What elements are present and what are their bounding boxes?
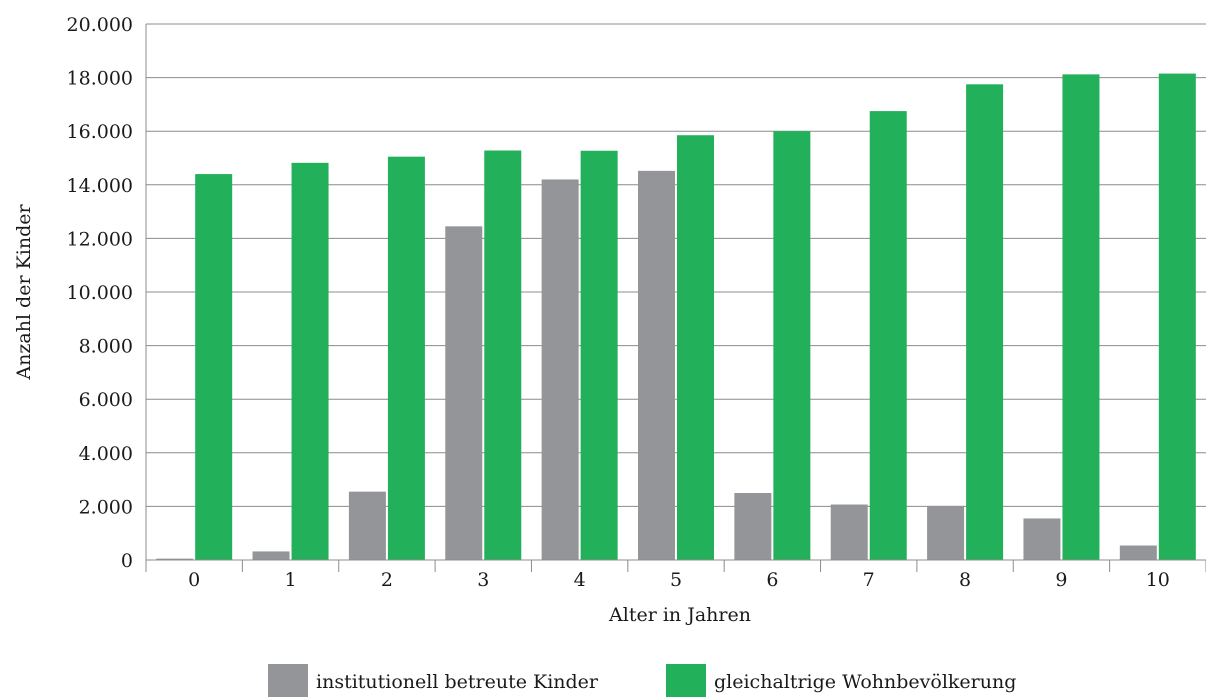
bar-wohnbevoelkerung (291, 162, 329, 560)
y-tick-labels: 0 2.000 4.000 6.000 8.000 10.000 12.000 14.000 1… (67, 14, 133, 572)
bar-wohnbevoelkerung (1158, 73, 1196, 560)
legend-swatch-wohnbevoelkerung (666, 664, 706, 697)
y-tick-label: 6.000 (79, 389, 133, 411)
bar-wohnbevoelkerung (1062, 74, 1100, 560)
bar-wohnbevoelkerung (195, 174, 233, 560)
bar-wohnbevoelkerung (677, 135, 714, 560)
bar-institutionell (1023, 518, 1061, 560)
x-tick-label: 6 (766, 569, 778, 591)
y-tick-label: 0 (121, 550, 133, 572)
y-tick-label: 2.000 (79, 496, 133, 518)
y-tick-label: 8.000 (79, 336, 133, 358)
bar-wohnbevoelkerung (869, 111, 907, 560)
legend: institutionell betreute Kinder gleichalt… (268, 664, 1016, 697)
legend-swatch-institutionell (268, 664, 308, 697)
x-tick-label: 10 (1146, 569, 1170, 591)
bar-institutionell (252, 551, 290, 560)
y-axis-title: Anzahl der Kinder (13, 204, 35, 381)
legend-label-institutionell: institutionell betreute Kinder (316, 671, 599, 693)
bar-institutionell (445, 226, 483, 560)
x-tick-label: 4 (574, 569, 586, 591)
x-tick-labels: 0 1 2 3 4 5 6 7 8 9 10 (188, 569, 1170, 591)
y-tick-label: 12.000 (67, 228, 133, 250)
x-tick-label: 9 (1055, 569, 1067, 591)
bar-institutionell (541, 179, 579, 560)
x-tick-label: 5 (670, 569, 682, 591)
y-tick-label: 18.000 (67, 68, 133, 90)
x-tick-label: 3 (477, 569, 489, 591)
bar-wohnbevoelkerung (387, 156, 425, 560)
bars (156, 73, 1196, 561)
bar-institutionell (348, 491, 386, 560)
bar-institutionell (830, 504, 868, 560)
bar-institutionell (1119, 545, 1157, 560)
legend-label-wohnbevoelkerung: gleichaltrige Wohnbevölkerung (714, 671, 1016, 693)
bar-wohnbevoelkerung (580, 150, 618, 560)
bar-institutionell (638, 170, 675, 560)
y-tick-label: 20.000 (67, 14, 133, 36)
y-tick-label: 4.000 (79, 443, 133, 465)
bar-institutionell (734, 493, 772, 560)
x-tick-label: 8 (959, 569, 971, 591)
axes (145, 24, 1206, 572)
y-tick-label: 14.000 (67, 175, 133, 197)
y-tick-label: 10.000 (67, 282, 133, 304)
bar-wohnbevoelkerung (773, 131, 811, 560)
y-tick-label: 16.000 (67, 121, 133, 143)
x-tick-label: 1 (284, 569, 296, 591)
bar-institutionell (927, 505, 965, 560)
x-tick-label: 2 (381, 569, 393, 591)
x-tick-label: 0 (188, 569, 200, 591)
bar-institutionell (156, 558, 194, 560)
bar-wohnbevoelkerung (966, 84, 1004, 561)
bar-wohnbevoelkerung (484, 150, 522, 560)
x-axis-title: Alter in Jahren (608, 604, 751, 626)
x-tick-label: 7 (863, 569, 875, 591)
